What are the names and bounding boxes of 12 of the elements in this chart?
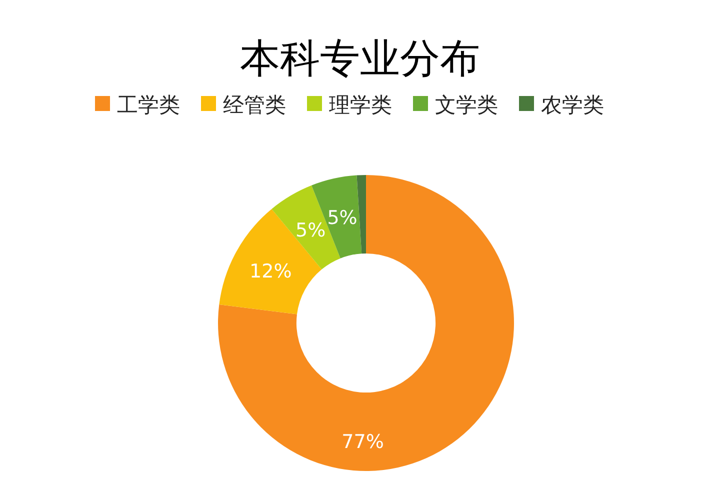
data-label: 5% bbox=[296, 219, 326, 242]
legend-label: 文学类 bbox=[435, 93, 498, 117]
data-label: 12% bbox=[250, 260, 292, 283]
legend-label: 工学类 bbox=[117, 93, 180, 117]
data-label: 5% bbox=[327, 206, 358, 229]
donut-slice bbox=[356, 175, 366, 254]
chart-title: 本科专业分布 bbox=[240, 36, 480, 82]
legend-label: 农学类 bbox=[541, 93, 604, 117]
legend-label: 经管类 bbox=[223, 93, 286, 117]
donut-slice bbox=[218, 175, 514, 471]
legend-label: 理学类 bbox=[329, 93, 392, 117]
data-label: 77% bbox=[342, 430, 384, 453]
